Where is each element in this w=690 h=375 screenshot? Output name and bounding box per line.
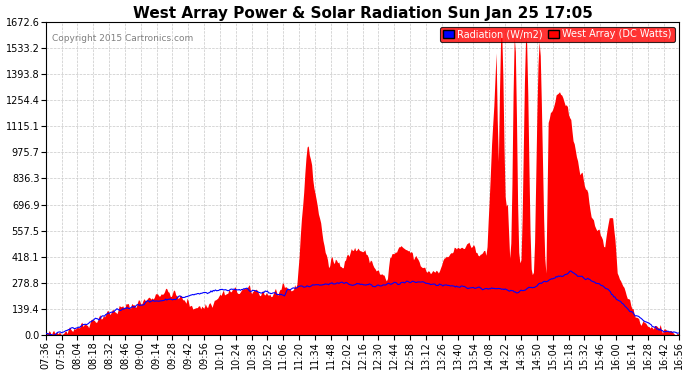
Legend: Radiation (W/m2), West Array (DC Watts): Radiation (W/m2), West Array (DC Watts)	[440, 27, 675, 42]
Text: Copyright 2015 Cartronics.com: Copyright 2015 Cartronics.com	[52, 34, 193, 43]
Title: West Array Power & Solar Radiation Sun Jan 25 17:05: West Array Power & Solar Radiation Sun J…	[132, 6, 593, 21]
